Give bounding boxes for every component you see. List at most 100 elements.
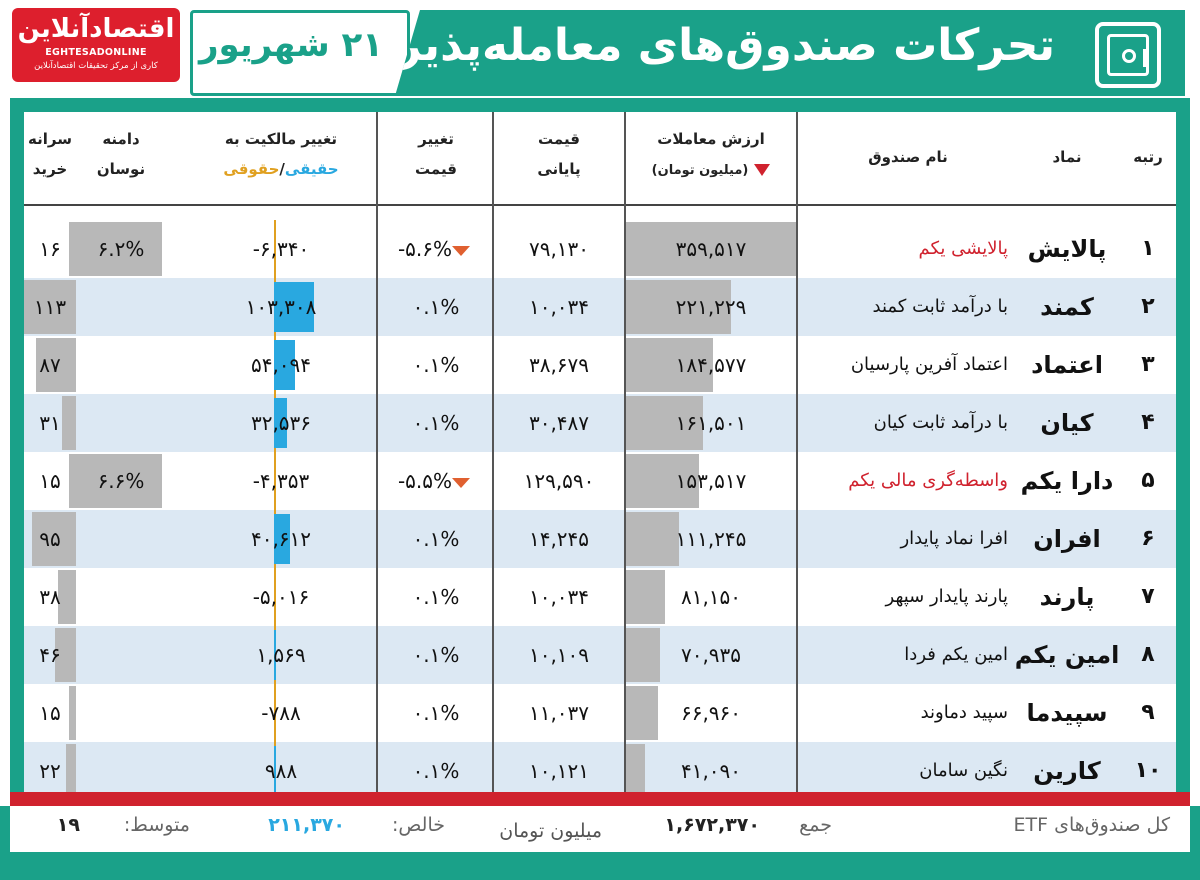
change-text: ۰.۱% [412, 701, 460, 725]
bottom-strip [0, 852, 1200, 880]
safe-icon [1095, 22, 1161, 88]
ownership-text: ۵۴,۰۹۴ [250, 353, 312, 377]
change-cell: ۰.۱% [380, 278, 492, 336]
funds-table: رتبه نماد نام صندوق ارزش معاملات (میلیون… [24, 112, 1176, 800]
fund-name-cell: افرا نماد پایدار [900, 528, 1008, 549]
range-bar [76, 454, 162, 508]
value-text: ۱۶۱,۵۰۱ [675, 411, 747, 435]
header-change-l1: تغییر [418, 130, 454, 148]
fund-name-cell: نگین سامان [919, 760, 1008, 781]
sort-down-icon [754, 163, 771, 176]
buy-text: ۸۷ [39, 353, 61, 377]
footer-sum-label: جمع [799, 814, 832, 836]
value-cell: ۸۱,۱۵۰ [626, 568, 796, 626]
symbol-cell: امین یکم [1014, 641, 1120, 669]
ownership-text: -۷۸۸ [261, 701, 301, 725]
buy-cell: ۸۷ [24, 336, 76, 394]
title-banner: تحرکات صندوق‌های معامله‌پذیر [395, 10, 1185, 96]
header-rank: رتبه [1133, 148, 1163, 166]
buy-cell: ۳۸ [24, 568, 76, 626]
ownership-text: -۶,۳۴۰ [252, 237, 310, 261]
value-bar [626, 744, 645, 798]
header-change-l2: قیمت [415, 160, 457, 178]
value-text: ۴۱,۰۹۰ [680, 759, 742, 783]
table-row: ۶ افران افرا نماد پایدار ۱۱۱,۲۴۵ ۱۴,۲۴۵ ۰.۱% ۴… [24, 510, 1176, 568]
ownership-bar [274, 282, 314, 332]
buy-text: ۱۱۳ [33, 295, 67, 319]
footer-label: کل صندوق‌های ETF [1013, 814, 1171, 836]
ownership-cell: ۱۰۳,۳۰۸ [186, 278, 376, 336]
buy-bar [35, 338, 76, 392]
fund-name-cell: سپید دماوند [920, 702, 1008, 723]
rank-cell: ۸ [1141, 642, 1155, 667]
table-row: ۱ پالایش پالایشی یکم ۳۵۹,۵۱۷ ۷۹,۱۳۰ -۵.۶% -۶,۳… [24, 220, 1176, 278]
price-cell: ۱۱,۰۳۷ [528, 701, 590, 725]
safe-handle [1143, 49, 1146, 67]
brand-logo: اقتصادآنلاین EGHTESADONLINE کاری از مرکز… [12, 8, 180, 82]
value-bar [626, 338, 713, 392]
rank-cell: ۵ [1141, 468, 1155, 493]
value-cell: ۴۱,۰۹۰ [626, 742, 796, 800]
buy-bar [66, 744, 76, 798]
header-range-l1: دامنه [102, 130, 140, 148]
table-row: ۴ کیان با درآمد ثابت کیان ۱۶۱,۵۰۱ ۳۰,۴۸۷ ۰.۱%… [24, 394, 1176, 452]
range-text: ۶.۶% [97, 469, 145, 493]
rank-cell: ۲ [1141, 294, 1155, 319]
range-cell [76, 684, 166, 742]
red-divider [10, 792, 1190, 806]
buy-text: ۱۵ [39, 469, 61, 493]
footer-sum: ۱,۶۷۲,۳۷۰ [664, 814, 760, 836]
symbol-cell: افران [1033, 525, 1101, 553]
value-cell: ۱۱۱,۲۴۵ [626, 510, 796, 568]
range-cell [76, 278, 166, 336]
price-cell: ۱۲۹,۵۹۰ [523, 469, 595, 493]
value-cell: ۷۰,۹۳۵ [626, 626, 796, 684]
header-range-l2: نوسان [96, 160, 146, 178]
header-value-title: ارزش معاملات [657, 130, 765, 148]
value-cell: ۳۵۹,۵۱۷ [626, 220, 796, 278]
fund-name-cell: با درآمد ثابت کیان [873, 412, 1008, 433]
buy-bar [24, 280, 76, 334]
ownership-cell: -۵,۰۱۶ [186, 568, 376, 626]
table-row: ۳ اعتماد اعتماد آفرین پارسیان ۱۸۴,۵۷۷ ۳۸,۶۷۹… [24, 336, 1176, 394]
header-value-unit: (میلیون تومان) [651, 163, 749, 178]
header-symbol: نماد [1052, 148, 1082, 166]
safe-door [1107, 34, 1149, 76]
range-cell: ۶.۲% [76, 220, 166, 278]
down-arrow-icon [452, 477, 471, 488]
change-cell: ۰.۱% [380, 568, 492, 626]
footer-unit: میلیون تومان [499, 820, 602, 842]
buy-bar [58, 570, 76, 624]
price-cell: ۷۹,۱۳۰ [528, 237, 590, 261]
buy-cell: ۱۵ [24, 684, 76, 742]
table-row: ۵ دارا یکم واسطه‌گری مالی یکم ۱۵۳,۵۱۷ ۱۲۹,۵۹… [24, 452, 1176, 510]
buy-bar [69, 686, 76, 740]
value-bar [626, 570, 666, 624]
buy-text: ۹۵ [39, 527, 61, 551]
symbol-cell: پالایش [1027, 235, 1107, 263]
buy-text: ۳۸ [39, 585, 61, 609]
change-text: ۰.۱% [412, 585, 460, 609]
down-arrow-icon [452, 245, 471, 256]
ownership-bar [274, 746, 276, 796]
ownership-bar [274, 456, 276, 506]
value-cell: ۶۶,۹۶۰ [626, 684, 796, 742]
range-cell [76, 336, 166, 394]
range-cell [76, 626, 166, 684]
fund-name-cell: پارند پایدار سپهر [885, 586, 1008, 607]
rank-cell: ۷ [1141, 584, 1155, 609]
value-bar [626, 686, 659, 740]
buy-cell: ۱۱۳ [24, 278, 76, 336]
fund-name-cell: اعتماد آفرین پارسیان [850, 354, 1008, 375]
value-text: ۷۰,۹۳۵ [680, 643, 742, 667]
buy-cell: ۳۱ [24, 394, 76, 452]
value-bar [626, 454, 700, 508]
range-cell [76, 394, 166, 452]
range-cell: ۶.۶% [76, 452, 166, 510]
header-price-l2: پایانی [537, 160, 581, 178]
rank-cell: ۱۰ [1134, 758, 1162, 783]
value-cell: ۱۸۴,۵۷۷ [626, 336, 796, 394]
buy-bar [32, 512, 76, 566]
change-cell: ۰.۱% [380, 510, 492, 568]
symbol-cell: دارا یکم [1020, 467, 1114, 495]
